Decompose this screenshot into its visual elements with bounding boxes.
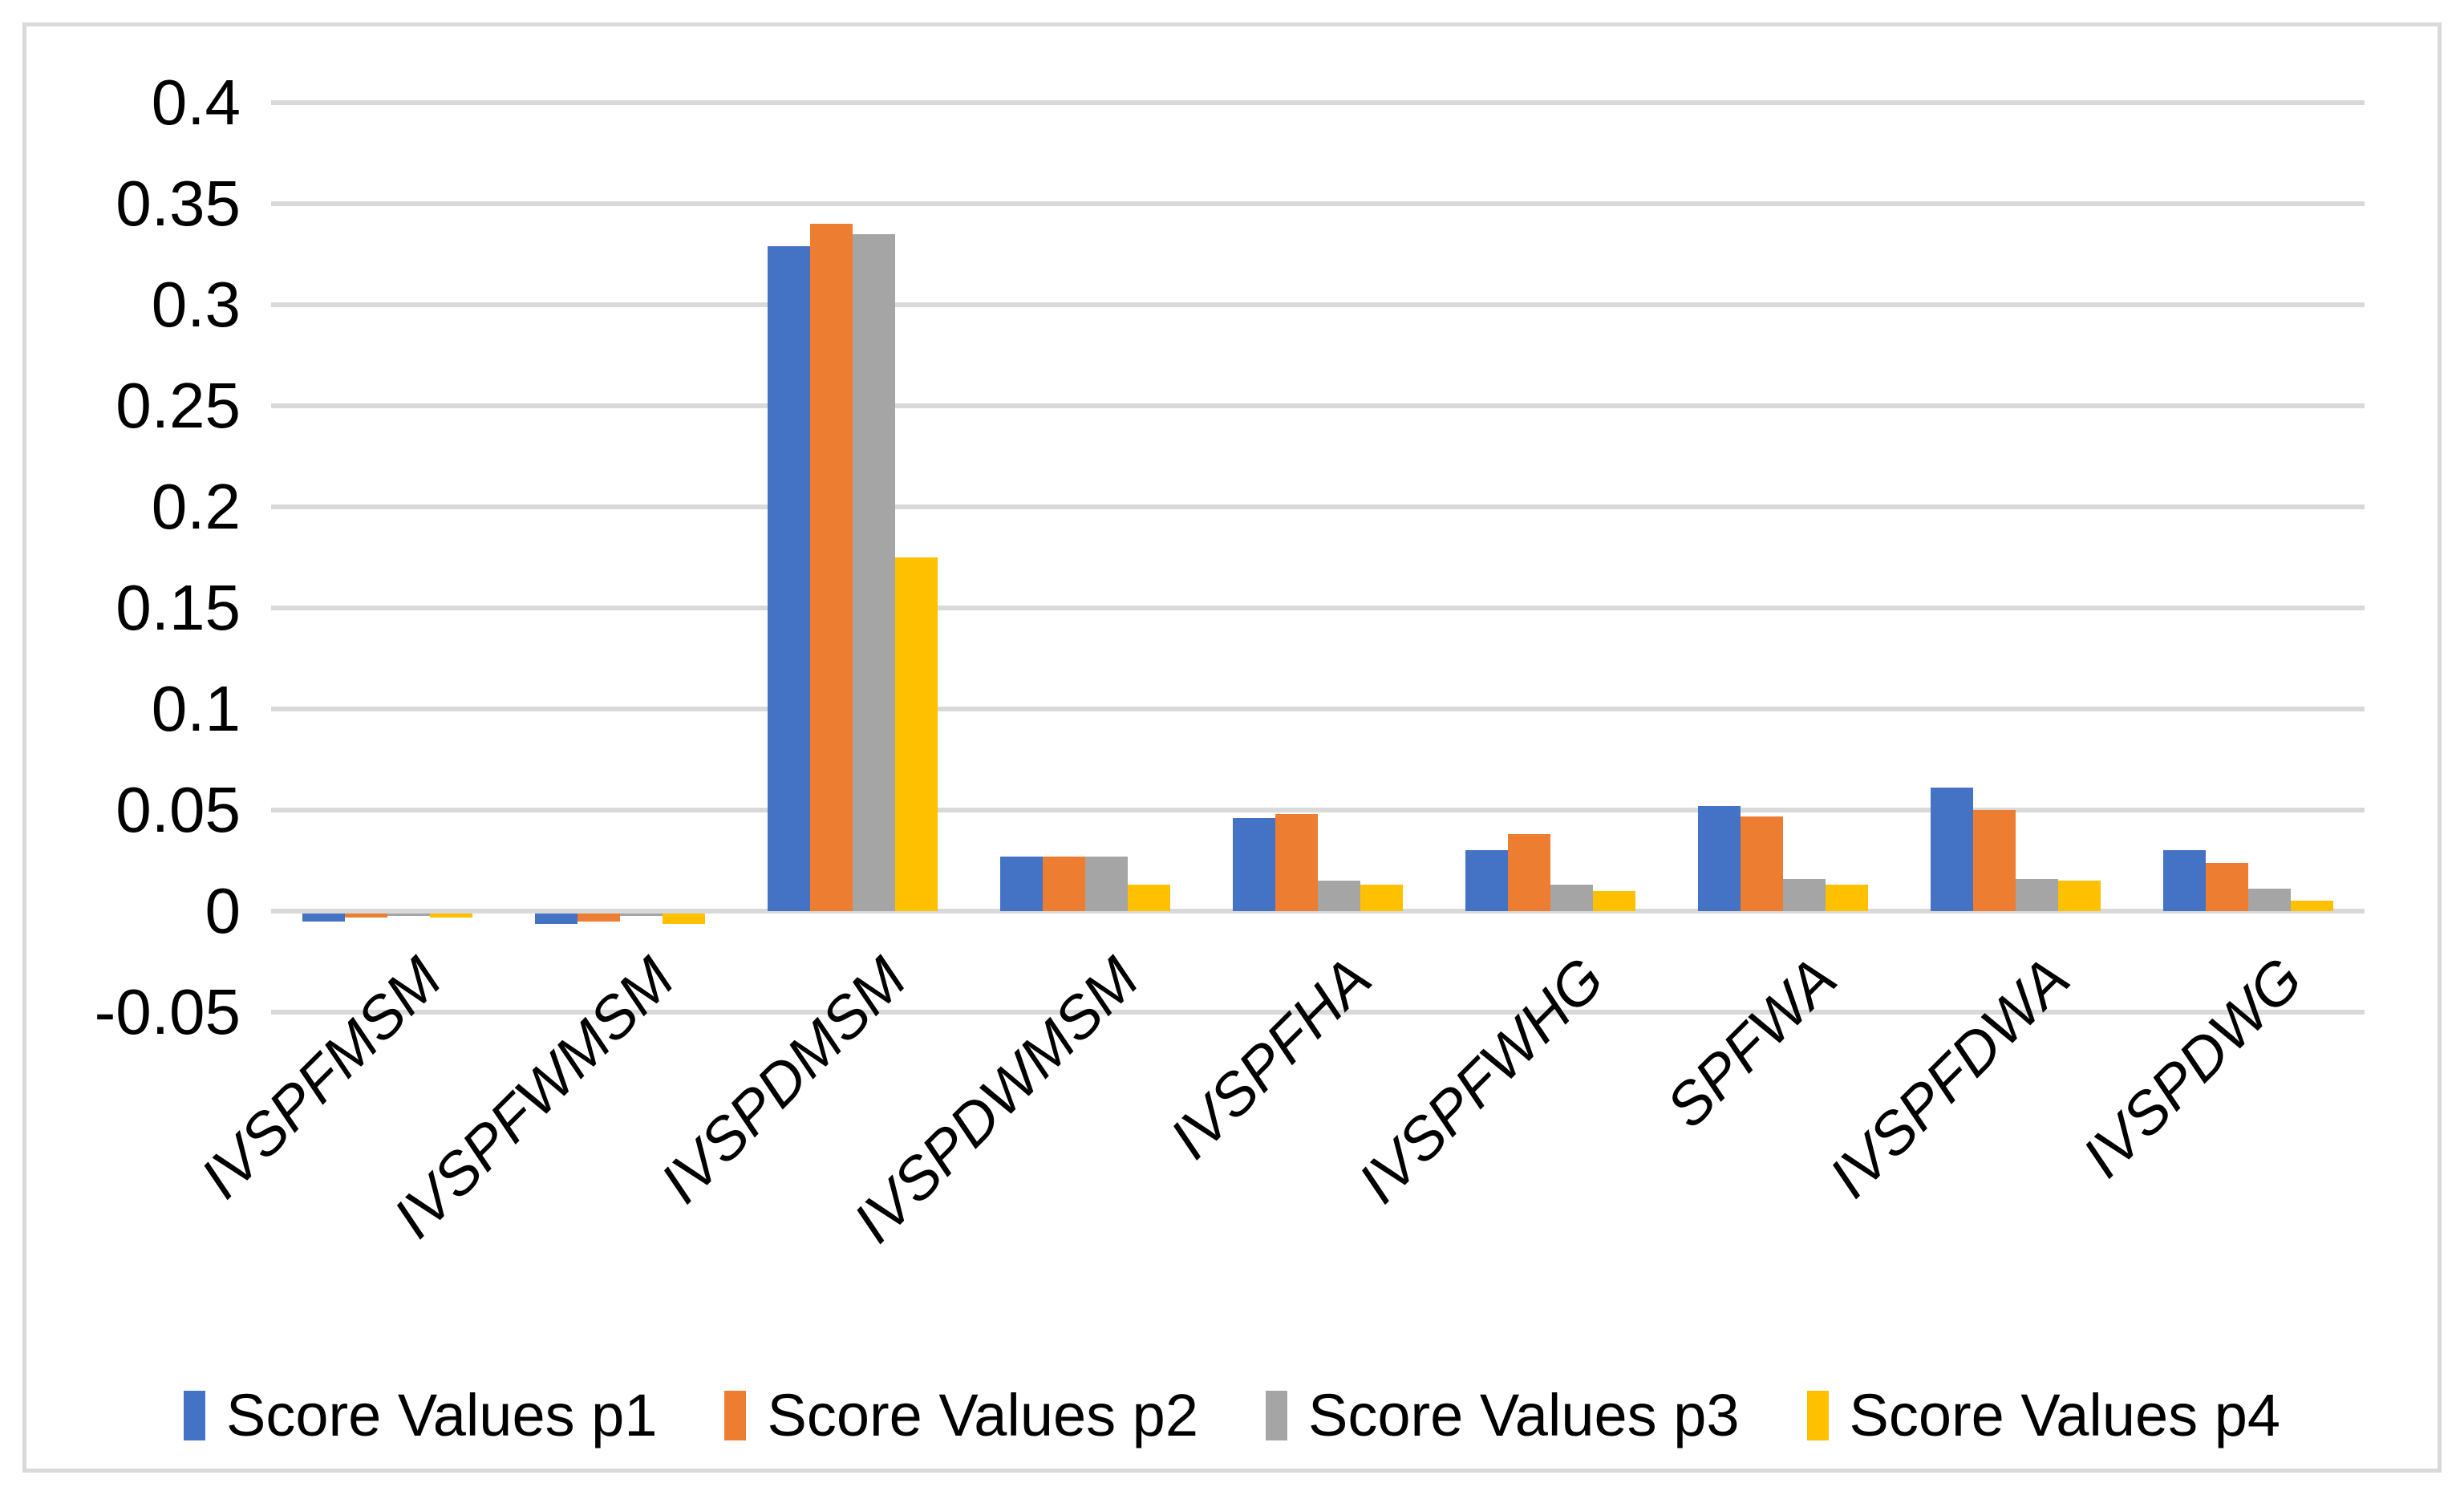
legend-label: Score Values p1 (225, 1382, 658, 1448)
legend-swatch-icon (1806, 1391, 1829, 1440)
bar-IVSPFHA-score-values-p3 (1318, 881, 1360, 911)
gridline (271, 707, 2365, 711)
gridline (271, 504, 2365, 509)
x-category-label: SPFWA (1653, 944, 1850, 1140)
bar-IVSPDMSM-score-values-p1 (768, 246, 810, 911)
bar-IVSPFWMSM-score-values-p3 (620, 914, 663, 916)
bar-IVSPFMSM-score-values-p3 (387, 914, 430, 916)
legend-item-score-values-p2: Score Values p2 (724, 1384, 1198, 1448)
gridline (271, 100, 2365, 105)
bar-IVSPFWHG-score-values-p1 (1465, 850, 1508, 911)
bar-IVSPFHA-score-values-p1 (1233, 818, 1275, 911)
y-tick-label: 0 (205, 875, 241, 946)
legend-label: Score Values p4 (1849, 1382, 2281, 1448)
bar-IVSPDWG-score-values-p1 (2163, 850, 2206, 911)
gridline (271, 606, 2365, 610)
bar-IVSPFWMSM-score-values-p4 (663, 914, 705, 924)
bar-IVSPFWMSM-score-values-p2 (578, 914, 620, 922)
bar-IVSPDWG-score-values-p2 (2206, 863, 2248, 911)
legend-swatch-icon (1266, 1391, 1287, 1440)
bar-IVSPFHA-score-values-p2 (1275, 814, 1318, 911)
bar-IVSPDWG-score-values-p3 (2248, 889, 2291, 911)
legend-item-score-values-p4: Score Values p4 (1806, 1382, 2281, 1448)
bar-IVSPFWHG-score-values-p2 (1508, 834, 1550, 911)
bar-IVSPDMSM-score-values-p3 (853, 234, 895, 911)
bar-IVSPFMSM-score-values-p1 (302, 914, 345, 922)
bar-IVSPFWHG-score-values-p4 (1593, 891, 1635, 911)
legend-swatch-icon (724, 1391, 747, 1440)
y-tick-label: 0.35 (116, 168, 241, 239)
y-tick-label: 0.05 (116, 774, 241, 845)
bar-IVSPFWMSM-score-values-p1 (535, 914, 578, 924)
y-tick-label: 0.1 (151, 673, 241, 744)
bar-IVSPFDWA-score-values-p2 (1973, 810, 2016, 911)
y-tick-label: 0.4 (151, 67, 241, 138)
legend-label: Score Values p2 (767, 1382, 1198, 1448)
bar-IVSPFDWA-score-values-p3 (2016, 879, 2058, 911)
y-tick-label: 0.3 (151, 269, 241, 340)
bar-IVSPDWMSM-score-values-p3 (1085, 857, 1128, 911)
bar-IVSPDWMSM-score-values-p4 (1128, 885, 1170, 911)
bar-SPFWA-score-values-p4 (1826, 885, 1868, 911)
bar-IVSPFDWA-score-values-p1 (1931, 788, 1973, 911)
bar-IVSPDMSM-score-values-p4 (895, 557, 938, 911)
bar-SPFWA-score-values-p3 (1783, 879, 1826, 911)
gridline (271, 808, 2365, 812)
bar-IVSPDWMSM-score-values-p1 (1000, 857, 1043, 911)
y-tick-label: 0.15 (116, 572, 241, 643)
legend-swatch-icon (183, 1391, 205, 1440)
x-category-label: IVSPFDWA (1816, 944, 2082, 1210)
gridline (271, 1010, 2365, 1015)
bar-IVSPDWG-score-values-p4 (2291, 901, 2333, 911)
legend: Score Values p1 Score Values p2 Score Valu… (0, 1355, 2464, 1476)
y-tick-label: 0.2 (151, 471, 241, 542)
gridline (271, 201, 2365, 206)
bar-IVSPDMSM-score-values-p2 (810, 224, 853, 911)
bar-SPFWA-score-values-p2 (1741, 816, 1783, 911)
bar-IVSPFMSM-score-values-p2 (345, 914, 387, 918)
gridline (271, 403, 2365, 408)
bar-IVSPFHA-score-values-p4 (1360, 885, 1403, 911)
x-category-label: IVSPDWG (2069, 944, 2315, 1190)
bar-IVSPFWHG-score-values-p3 (1550, 885, 1593, 911)
x-category-label: IVSPFHA (1157, 944, 1384, 1172)
gridline (271, 302, 2365, 307)
legend-item-score-values-p1: Score Values p1 (183, 1382, 658, 1448)
y-tick-label: 0.25 (116, 370, 241, 441)
bar-IVSPDWMSM-score-values-p2 (1043, 857, 1085, 911)
legend-label: Score Values p3 (1308, 1382, 1740, 1448)
bar-IVSPFMSM-score-values-p4 (430, 914, 472, 918)
bar-IVSPFDWA-score-values-p4 (2058, 881, 2101, 911)
gridline (271, 909, 2365, 914)
y-tick-label: -0.05 (94, 976, 241, 1047)
x-category-label: IVSPFWHG (1345, 944, 1617, 1216)
bar-SPFWA-score-values-p1 (1698, 806, 1741, 911)
legend-item-score-values-p3: Score Values p3 (1266, 1384, 1740, 1448)
